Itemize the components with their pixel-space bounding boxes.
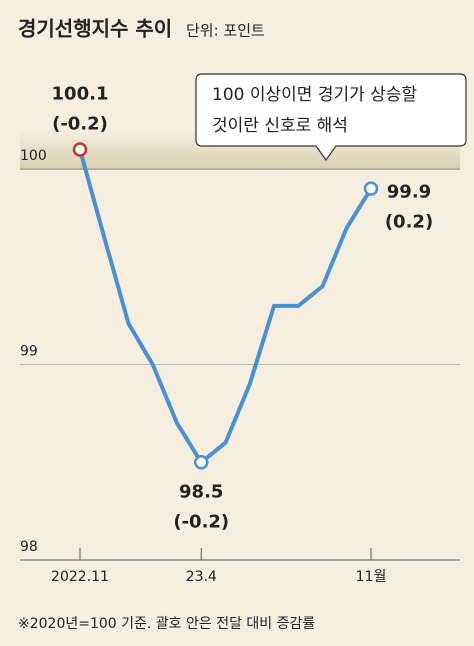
point — [194, 455, 209, 470]
line — [78, 149, 373, 465]
value-label: 100.1 — [52, 84, 109, 105]
footnote: ※2020년=100 기준. 괄호 안은 전달 대비 증감률 — [18, 616, 315, 632]
point — [363, 181, 379, 196]
change-label: (0.2) — [385, 212, 433, 233]
callout: 100 이상이면 경기가 상승할 것이란 신호로 해석 — [195, 73, 467, 162]
chart-title: 경기선행지수 추이 — [18, 17, 172, 41]
chart-subtitle: 단위: 포인트 — [186, 22, 265, 40]
y-tick-label: 100 — [20, 148, 47, 164]
y-tick-label: 99 — [20, 344, 38, 360]
value-label: 99.9 — [387, 182, 431, 203]
callout-line: 100 이상이면 경기가 상승할 — [212, 85, 417, 105]
callout-line: 것이란 신호로 해석 — [212, 116, 348, 136]
point — [72, 142, 88, 157]
change-label: (-0.2) — [52, 114, 108, 135]
x-tick-label: 23.4 — [186, 569, 217, 585]
x-tick-label: 2022.11 — [51, 569, 109, 585]
value-label: 98.5 — [179, 481, 223, 502]
change-label: (-0.2) — [173, 511, 229, 532]
callout-box — [195, 73, 467, 162]
x-tick-label: 11월 — [356, 569, 387, 585]
y-tick-label: 98 — [20, 539, 38, 555]
